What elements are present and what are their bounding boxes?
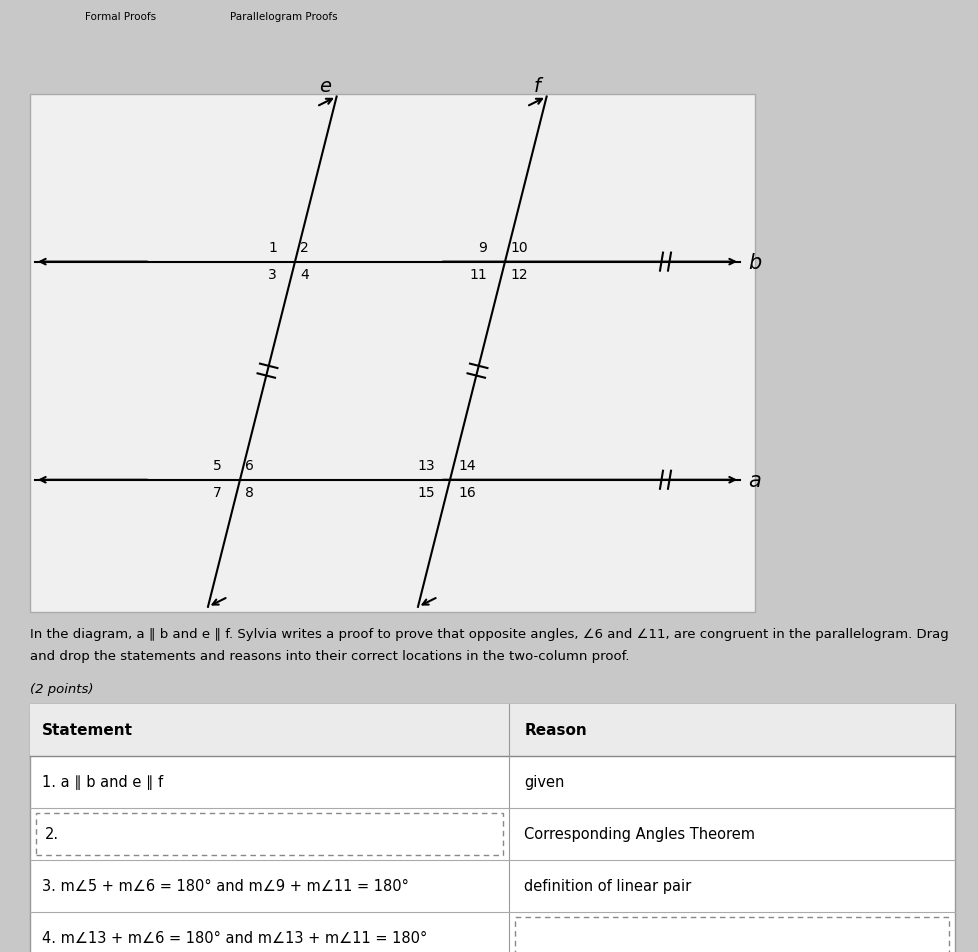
Bar — [30, 704, 954, 952]
Text: 10: 10 — [510, 240, 527, 254]
Text: 4. m∠13 + m∠6 = 180° and m∠13 + m∠11 = 180°: 4. m∠13 + m∠6 = 180° and m∠13 + m∠11 = 1… — [42, 930, 426, 945]
Text: 15: 15 — [417, 486, 434, 499]
Text: $b$: $b$ — [747, 252, 762, 272]
Text: 2.: 2. — [45, 826, 59, 842]
Text: 1. a ∥ b and e ∥ f: 1. a ∥ b and e ∥ f — [42, 775, 163, 789]
FancyBboxPatch shape — [30, 94, 754, 612]
Text: 9: 9 — [477, 240, 486, 254]
Text: $f$: $f$ — [532, 76, 544, 95]
Text: (2 points): (2 points) — [30, 683, 94, 695]
Text: 13: 13 — [417, 458, 434, 472]
Text: Statement: Statement — [42, 723, 133, 738]
Text: $a$: $a$ — [747, 470, 761, 490]
Bar — [30, 704, 954, 756]
Text: Formal Proofs: Formal Proofs — [85, 12, 156, 22]
Text: and drop the statements and reasons into their correct locations in the two-colu: and drop the statements and reasons into… — [30, 649, 629, 663]
Text: 3: 3 — [268, 268, 277, 282]
Text: 8: 8 — [244, 486, 253, 499]
FancyBboxPatch shape — [514, 917, 948, 952]
Text: Reason: Reason — [523, 723, 586, 738]
Text: 2: 2 — [299, 240, 308, 254]
Text: 5: 5 — [213, 458, 222, 472]
FancyBboxPatch shape — [36, 813, 503, 855]
Text: given: given — [523, 775, 564, 789]
Text: Corresponding Angles Theorem: Corresponding Angles Theorem — [523, 826, 754, 842]
Text: 6: 6 — [244, 458, 253, 472]
Text: 14: 14 — [458, 458, 475, 472]
Text: 4: 4 — [299, 268, 308, 282]
Text: 16: 16 — [458, 486, 475, 499]
Text: In the diagram, a ∥ b and e ∥ f. Sylvia writes a proof to prove that opposite an: In the diagram, a ∥ b and e ∥ f. Sylvia … — [30, 627, 948, 640]
Text: 7: 7 — [213, 486, 222, 499]
Text: 12: 12 — [510, 268, 527, 282]
Text: Parallelogram Proofs: Parallelogram Proofs — [230, 12, 337, 22]
Text: $e$: $e$ — [318, 76, 332, 95]
Text: 11: 11 — [468, 268, 486, 282]
Text: definition of linear pair: definition of linear pair — [523, 879, 690, 894]
Text: 1: 1 — [268, 240, 277, 254]
Text: 3. m∠5 + m∠6 = 180° and m∠9 + m∠11 = 180°: 3. m∠5 + m∠6 = 180° and m∠9 + m∠11 = 180… — [42, 879, 409, 894]
